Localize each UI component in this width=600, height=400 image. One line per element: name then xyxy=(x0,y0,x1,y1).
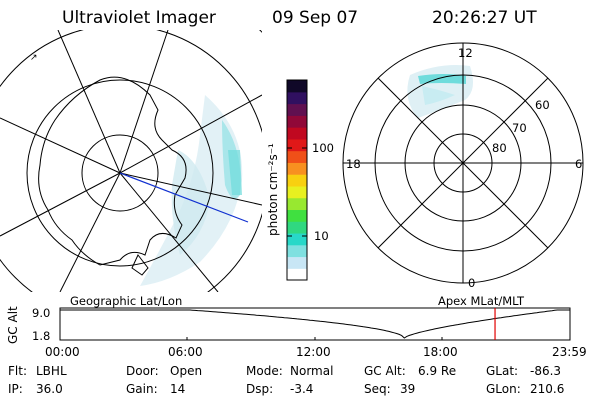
colorbar-segment xyxy=(287,197,307,211)
altitude-curve xyxy=(60,309,570,339)
colorbar-segment xyxy=(287,174,307,187)
apex-map-label: Apex MLat/MLT xyxy=(438,294,525,308)
door-label: Door: xyxy=(126,364,159,378)
dsp-value: -3.4 xyxy=(290,382,314,396)
alt-y-top: 9.0 xyxy=(32,306,51,320)
geo-map-label: Geographic Lat/Lon xyxy=(70,294,183,308)
ip-label: IP: xyxy=(8,382,23,396)
colorbar-segment xyxy=(287,127,307,140)
colorbar-segment xyxy=(287,256,307,269)
seq-label: Seq: xyxy=(364,382,391,396)
gain-label: Gain: xyxy=(126,382,158,396)
seq-value: 39 xyxy=(400,382,416,396)
x-tick-2359: 23:59 xyxy=(552,345,587,359)
mlt-6-label: 6 xyxy=(575,157,583,171)
colorbar-segment xyxy=(287,150,307,163)
colorbar-tick-10: 10 xyxy=(314,229,329,243)
colorbar-segment xyxy=(287,91,307,105)
colorbar-segment xyxy=(287,115,307,128)
colorbar-segment xyxy=(287,209,307,222)
date-label: 09 Sep 07 xyxy=(272,8,359,28)
gcalt-value: 6.9 Re xyxy=(418,364,457,378)
colorbar-segment xyxy=(287,221,307,234)
mlat-60-label: 60 xyxy=(535,98,550,112)
colorbar-segment xyxy=(287,268,307,281)
alt-ylabel: GC Alt xyxy=(6,306,20,344)
flt-label: Flt: xyxy=(8,364,27,378)
mlt-12-label: 12 xyxy=(458,46,473,60)
door-value: Open xyxy=(170,364,203,378)
mlt-18-label: 18 xyxy=(346,157,361,171)
gain-value: 14 xyxy=(170,382,186,396)
glat-value: -86.3 xyxy=(530,364,562,378)
x-tick-1800: 18:00 xyxy=(423,345,458,359)
x-tick-0000: 00:00 xyxy=(45,345,80,359)
colorbar-segment xyxy=(287,162,307,175)
gcalt-label: GC Alt: xyxy=(364,364,406,378)
mlat-80-label: 80 xyxy=(492,141,507,155)
flt-value: LBHL xyxy=(36,364,67,378)
mode-value: Normal xyxy=(290,364,334,378)
mlt-0-label: 0 xyxy=(468,276,476,290)
colorbar-segment xyxy=(287,244,307,258)
x-tick-0600: 06:00 xyxy=(168,345,203,359)
ip-value: 36.0 xyxy=(36,382,63,396)
map-border-arrow: ↗ xyxy=(30,53,38,63)
colorbar-segment xyxy=(287,103,307,116)
glon-label: GLon: xyxy=(486,382,521,396)
alt-y-bottom: 1.8 xyxy=(32,329,51,343)
instrument-title: Ultraviolet Imager xyxy=(62,8,216,28)
colorbar-segment xyxy=(287,80,307,93)
mlat-70-label: 70 xyxy=(512,121,527,135)
mode-label: Mode: xyxy=(246,364,283,378)
colorbar-tick-100: 100 xyxy=(312,141,334,155)
glon-value: 210.6 xyxy=(530,382,565,396)
glat-label: GLat: xyxy=(486,364,519,378)
x-tick-1200: 12:00 xyxy=(296,345,331,359)
dsp-label: Dsp: xyxy=(246,382,274,396)
aurora-emission-geo xyxy=(140,95,243,286)
time-label: 20:26:27 UT xyxy=(432,8,537,28)
colorbar-segment xyxy=(287,185,307,199)
